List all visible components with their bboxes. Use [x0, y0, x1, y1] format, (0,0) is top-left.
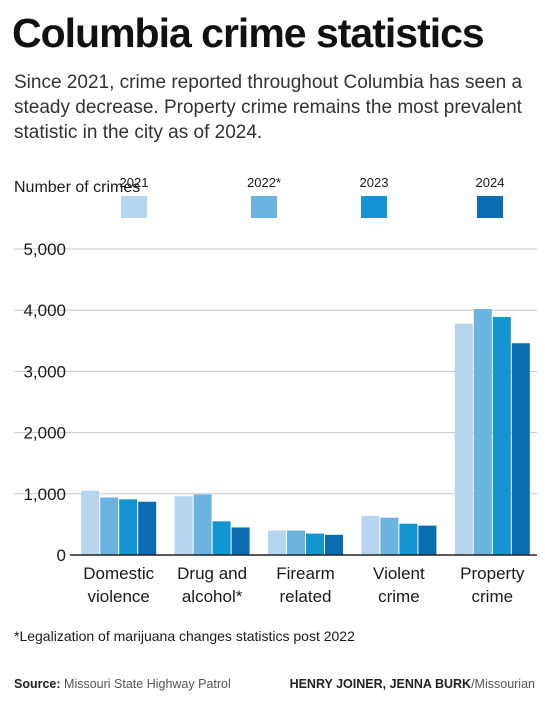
bar	[361, 515, 380, 555]
bar	[212, 521, 231, 555]
legend-swatch	[477, 196, 503, 218]
legend-item: 2023	[344, 175, 404, 218]
bar	[325, 534, 343, 555]
bar	[268, 530, 286, 555]
bar	[100, 497, 119, 555]
y-tick-label: 0	[57, 546, 66, 565]
y-tick-label: 1,000	[23, 485, 66, 504]
legend-label: 2022*	[247, 175, 281, 190]
bar	[306, 533, 324, 555]
x-tick-label: Drug and	[177, 564, 247, 583]
legend-swatch	[361, 196, 387, 218]
legend-label: 2021	[119, 175, 149, 190]
bar	[174, 496, 193, 555]
legend-item: 2022*	[234, 175, 294, 218]
source-label: Source:	[14, 677, 61, 691]
chart-title: Columbia crime statistics	[12, 10, 485, 56]
bar	[193, 494, 212, 555]
y-tick-label: 2,000	[23, 424, 66, 443]
x-tick-label: violence	[88, 587, 150, 606]
bar	[399, 523, 418, 555]
x-tick-label: alcohol*	[182, 587, 243, 606]
x-tick-label: Property	[460, 564, 525, 583]
y-tick-label: 5,000	[23, 240, 66, 259]
byline-outlet: /Missourian	[471, 677, 535, 691]
legend-label: 2023	[359, 175, 389, 190]
bar	[418, 525, 437, 555]
legend-swatch	[121, 196, 147, 218]
x-tick-label: Domestic	[83, 564, 154, 583]
bar	[511, 343, 530, 555]
legend-item: 2024	[460, 175, 520, 218]
bar	[81, 490, 100, 555]
source-text: Missouri State Highway Patrol	[64, 677, 231, 691]
byline-names: HENRY JOINER, JENNA BURK	[289, 677, 472, 691]
legend-swatch	[251, 196, 277, 218]
legend-item: 2021	[104, 175, 164, 218]
legend-label: 2024	[475, 175, 505, 190]
bar	[380, 517, 399, 555]
bar	[138, 501, 157, 555]
x-tick-label: related	[280, 587, 332, 606]
byline-credit: HENRY JOINER, JENNA BURK/Missourian	[290, 677, 535, 691]
footnote: *Legalization of marijuana changes stati…	[14, 628, 355, 644]
x-tick-label: crime	[472, 587, 514, 606]
x-tick-label: Firearm	[276, 564, 335, 583]
x-tick-label: Violent	[373, 564, 425, 583]
y-tick-label: 4,000	[23, 301, 66, 320]
x-tick-label: crime	[378, 587, 420, 606]
bar	[454, 323, 473, 555]
bar-chart: 0 1,000 2,000 3,000 4,000 5,000 Domestic violen…	[14, 240, 537, 606]
bar	[473, 308, 492, 555]
source-credit: Source: Missouri State Highway Patrol	[14, 677, 231, 691]
bar	[287, 530, 305, 555]
bar	[231, 527, 250, 555]
y-tick-label: 3,000	[23, 362, 66, 381]
legend-title: Number of crimes	[14, 179, 141, 196]
chart-subtitle: Since 2021, crime reported throughout Co…	[14, 72, 523, 143]
bar	[119, 499, 138, 555]
bar	[492, 316, 511, 555]
